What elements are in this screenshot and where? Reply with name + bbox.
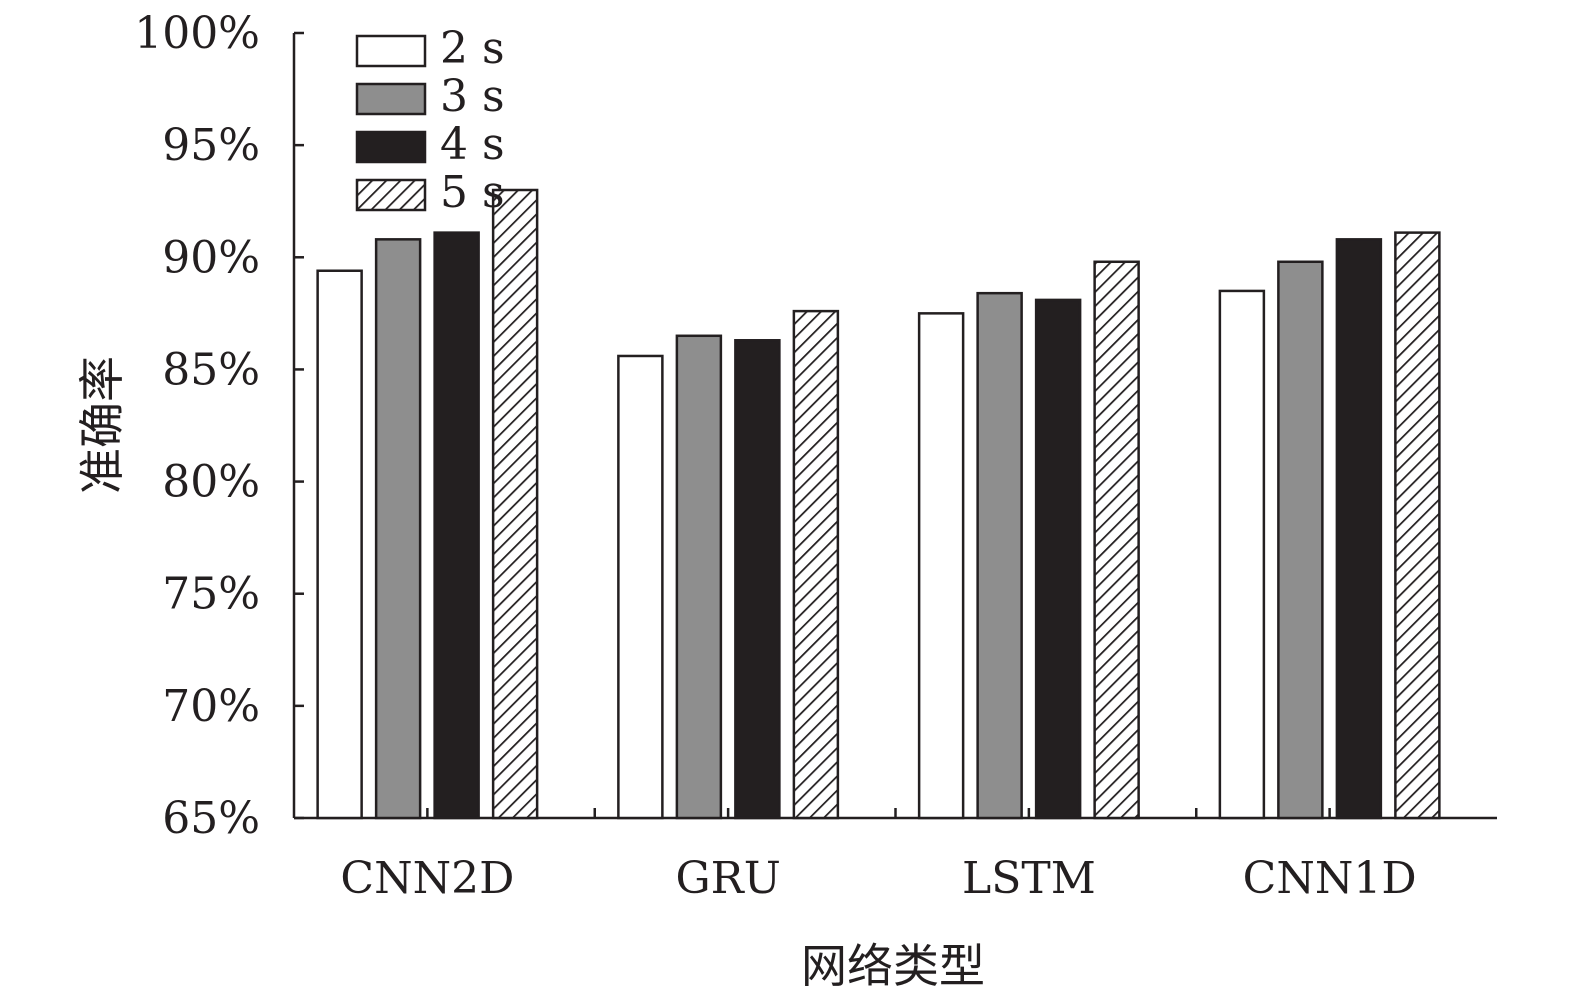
x-tick-label: CNN1D <box>1243 853 1417 904</box>
bar <box>792 309 840 820</box>
bar <box>617 354 664 820</box>
bar <box>374 238 422 820</box>
y-tick-label: 90% <box>162 232 260 283</box>
x-axis-title: 网络类型 <box>801 939 985 993</box>
legend-swatch <box>355 178 427 212</box>
bar <box>1335 238 1383 820</box>
bar <box>1093 260 1140 820</box>
axes: 65% 70% 75% 80% 85% 90% 95% 100% CNN2D GRU LSTM CNN… <box>134 8 1497 904</box>
y-tick-label: 75% <box>162 569 260 620</box>
bar <box>675 334 723 820</box>
bar <box>917 312 965 820</box>
y-tick-label: 85% <box>162 344 260 395</box>
legend: 2 s3 s4 s5 s <box>355 23 505 218</box>
y-tick-label: 80% <box>162 457 260 508</box>
x-tick-label: LSTM <box>962 853 1096 904</box>
x-tick-label: CNN2D <box>340 853 514 904</box>
y-tick-label: 95% <box>162 120 260 171</box>
bar <box>1034 298 1082 820</box>
bar <box>734 339 781 820</box>
x-tick-label: GRU <box>675 853 780 904</box>
y-tick-label: 65% <box>162 793 260 844</box>
legend-label: 3 s <box>440 71 505 122</box>
legend-label: 4 s <box>440 119 505 170</box>
bar <box>433 231 480 820</box>
bar <box>976 291 1023 820</box>
legend-label: 2 s <box>440 23 505 74</box>
bar <box>1277 260 1324 820</box>
legend-swatch <box>355 34 427 68</box>
y-tick-label: 70% <box>162 681 260 732</box>
legend-swatch <box>355 82 427 116</box>
bars <box>316 188 1441 820</box>
legend-label: 5 s <box>440 167 505 218</box>
bar <box>1394 231 1441 820</box>
bar <box>316 269 363 820</box>
legend-swatch <box>355 130 427 164</box>
bar <box>1218 289 1266 820</box>
y-tick-label: 100% <box>134 8 260 59</box>
bar <box>491 188 539 820</box>
y-axis-title: 准确率 <box>75 356 129 494</box>
